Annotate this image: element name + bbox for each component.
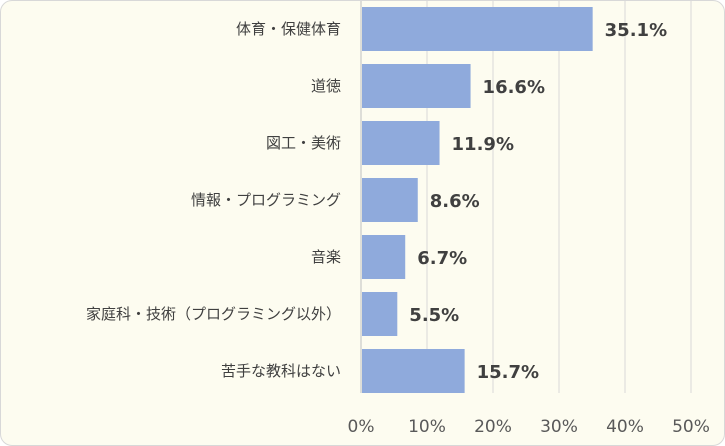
x-tick-label: 0% [348,417,375,437]
value-label: 11.9% [452,134,514,155]
x-tick-label: 30% [540,417,578,437]
x-tick-label: 50% [672,417,710,437]
value-label: 16.6% [483,77,545,98]
value-label: 15.7% [477,362,539,383]
category-label: 音楽 [311,248,341,266]
category-label: 情報・プログラミング [191,191,341,209]
bar [362,7,593,51]
x-tick-label: 10% [408,417,446,437]
bar [362,121,440,165]
category-label: 苦手な教科はない [221,362,341,380]
labels: 0% 10% 20% 30% 40% 50% 体育・保健体育 35.1% 道徳 16.6% 図工・美… [86,20,710,437]
value-label: 8.6% [430,191,480,212]
value-label: 35.1% [605,20,667,41]
x-tick-label: 20% [474,417,512,437]
category-label: 家庭科・技術（プログラミング以外） [86,305,341,323]
bar [362,292,398,336]
category-label: 体育・保健体育 [236,20,341,38]
bar [362,178,418,222]
bar [362,235,406,279]
value-label: 6.7% [417,248,467,269]
category-label: 図工・美術 [266,134,341,152]
category-label: 道徳 [311,77,341,95]
bar [362,64,471,108]
value-label: 5.5% [409,305,459,326]
x-tick-label: 40% [606,417,644,437]
bars [362,7,593,393]
bar [362,349,465,393]
